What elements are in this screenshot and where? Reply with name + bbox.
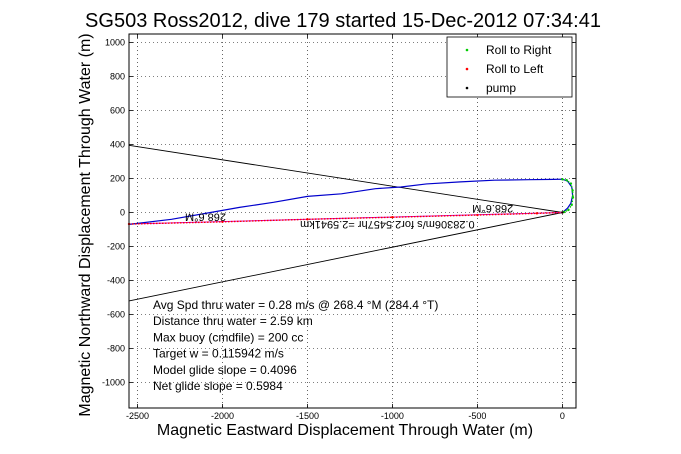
data-point bbox=[561, 211, 564, 214]
y-tick-label: 1000 bbox=[105, 38, 125, 48]
data-point bbox=[476, 213, 479, 217]
legend-label: Roll to Right bbox=[486, 43, 552, 57]
data-point bbox=[569, 182, 573, 185]
y-tick-label: 400 bbox=[110, 140, 125, 150]
stats-line: Net glide slope = 0.5984 bbox=[153, 379, 283, 393]
x-tick-label: -2500 bbox=[126, 411, 149, 421]
legend-label: Roll to Left bbox=[486, 62, 544, 76]
stats-line: Target w = 0.115942 m/s bbox=[153, 347, 284, 361]
x-tick-label: -1000 bbox=[381, 411, 404, 421]
data-point bbox=[561, 178, 564, 181]
x-tick-label: -1500 bbox=[296, 411, 319, 421]
heading-label-left: 268.6°M bbox=[185, 210, 226, 222]
x-tick-label: -500 bbox=[468, 411, 486, 421]
data-point bbox=[306, 218, 309, 221]
y-tick-label: -400 bbox=[107, 276, 125, 286]
data-point bbox=[535, 212, 539, 215]
y-tick-label: -1000 bbox=[102, 378, 125, 388]
y-tick-label: 600 bbox=[110, 106, 125, 116]
plot-annotations: 268.6°M 268.6°M 0.28306m/s for2.5457hr =2.… bbox=[153, 202, 513, 393]
envelope-line bbox=[128, 212, 563, 302]
y-tick-label: -800 bbox=[107, 344, 125, 354]
legend-marker bbox=[465, 48, 469, 52]
x-tick-label: -2000 bbox=[211, 411, 234, 421]
data-point bbox=[571, 196, 575, 199]
y-tick-label: 0 bbox=[120, 208, 125, 218]
y-tick-label: 200 bbox=[110, 174, 125, 184]
data-point bbox=[565, 179, 568, 182]
plot-markers bbox=[127, 178, 575, 226]
legend-marker bbox=[465, 67, 469, 71]
data-point bbox=[221, 220, 224, 224]
y-axis-ticks: 1000 800 600 400 200 0 -200 -400 -600 -800 -1000 bbox=[102, 38, 576, 388]
dive-track-line bbox=[128, 178, 574, 225]
stats-line: Max buoy (cmdfile) = 200 cc bbox=[153, 330, 303, 344]
plot-frame bbox=[128, 33, 577, 409]
speed-label: 0.28306m/s for2.5457hr =2.5941km bbox=[300, 218, 475, 230]
heading-label-right: 268.6°M bbox=[472, 202, 513, 214]
data-point bbox=[391, 216, 394, 219]
chart-title: SG503 Ross2012, dive 179 started 15-Dec-… bbox=[85, 10, 601, 32]
y-tick-label: 800 bbox=[110, 72, 125, 82]
x-tick-label: 0 bbox=[560, 411, 565, 421]
data-point bbox=[567, 208, 570, 212]
legend-marker bbox=[465, 86, 469, 90]
stats-line: Avg Spd thru water = 0.28 m/s @ 268.4 °M… bbox=[153, 298, 438, 312]
y-tick-label: -200 bbox=[107, 242, 125, 252]
envelope-line bbox=[128, 144, 563, 213]
stats-line: Distance thru water = 2.59 km bbox=[153, 314, 313, 328]
stats-line: Model glide slope = 0.4096 bbox=[153, 363, 297, 377]
data-point bbox=[570, 203, 573, 207]
legend-box bbox=[446, 36, 573, 98]
legend-label: pump bbox=[486, 81, 516, 95]
data-point bbox=[571, 189, 574, 192]
y-axis-label: Magnetic Northward Displacement Through … bbox=[77, 33, 94, 416]
y-tick-label: -600 bbox=[107, 310, 125, 320]
x-axis-label: Magnetic Eastward Displacement Through W… bbox=[157, 422, 533, 439]
legend: Roll to Right Roll to Left pump bbox=[446, 36, 573, 98]
